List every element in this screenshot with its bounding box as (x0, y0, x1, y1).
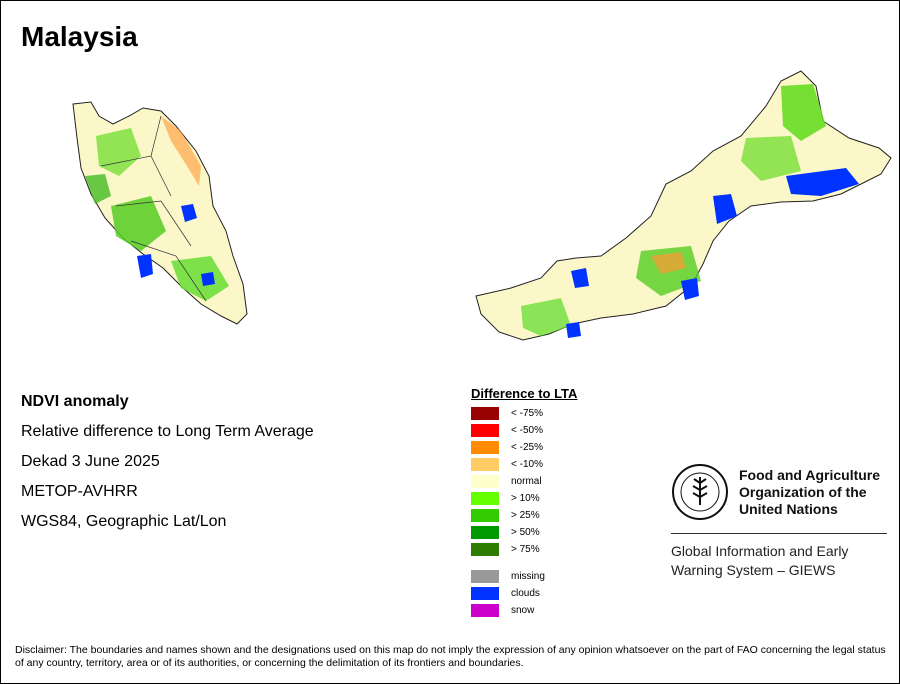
neg-anomaly-sarawak (651, 252, 686, 274)
cloud-patch-sarawak-4 (566, 322, 581, 338)
legend-swatch (471, 604, 499, 617)
legend-label: normal (511, 476, 542, 487)
legend-swatch (471, 587, 499, 600)
legend-label: > 25% (511, 510, 540, 521)
legend-item: > 25% (471, 507, 577, 524)
legend-item: < -25% (471, 439, 577, 456)
fao-name-line1: Food and Agriculture (739, 466, 881, 483)
legend-swatch (471, 509, 499, 522)
fao-divider (671, 533, 887, 534)
legend-label: > 50% (511, 527, 540, 538)
legend-label: < -50% (511, 425, 543, 436)
fao-name: Food and Agriculture Organization of the… (739, 467, 880, 518)
legend-item: clouds (471, 585, 577, 602)
map-area (1, 56, 899, 356)
legend-swatch (471, 543, 499, 556)
fao-logo-icon (672, 464, 728, 520)
giews-line1: Global Information and Early (671, 543, 849, 559)
veg-patch-south (171, 256, 229, 301)
legend-label: clouds (511, 588, 540, 599)
legend: Difference to LTA < -75% < -50% < -25% <… (471, 386, 577, 619)
time-period: Dekad 3 June 2025 (21, 453, 160, 470)
product-name: NDVI anomaly (21, 393, 129, 410)
fao-branding: Food and Agriculture Organization of the… (671, 463, 891, 580)
legend-label: > 75% (511, 544, 540, 555)
legend-label: missing (511, 571, 545, 582)
legend-item: missing (471, 568, 577, 585)
cloud-patch-sarawak-1 (713, 194, 737, 224)
legend-item: < -10% (471, 456, 577, 473)
legend-item: < -75% (471, 405, 577, 422)
legend-title: Difference to LTA (471, 386, 578, 401)
state-borders (100, 115, 207, 302)
cloud-patch-sarawak-2 (681, 278, 699, 300)
veg-patch-west (85, 174, 111, 204)
giews-line2: Warning System – GIEWS (671, 562, 836, 578)
veg-patch-sabah-north (781, 84, 826, 141)
sensor-name: METOP-AVHRR (21, 483, 138, 500)
legend-swatch (471, 570, 499, 583)
giews-name: Global Information and Early Warning Sys… (671, 542, 891, 580)
neg-anomaly-east (161, 116, 201, 186)
veg-patch-sarawak-west (521, 298, 571, 336)
veg-patch-central (111, 196, 166, 251)
map-svg (72, 70, 892, 341)
fao-name-line3: United Nations (739, 500, 838, 517)
legend-item: > 10% (471, 490, 577, 507)
cloud-patch-2 (137, 254, 153, 278)
fao-name-line2: Organization of the (739, 483, 867, 500)
cloud-patch-1 (181, 204, 197, 222)
legend-swatch (471, 407, 499, 420)
legend-item: > 75% (471, 541, 577, 558)
legend-swatch (471, 526, 499, 539)
legend-swatch (471, 492, 499, 505)
map-title: Malaysia (21, 21, 138, 52)
legend-swatch (471, 458, 499, 471)
legend-label: < -75% (511, 408, 543, 419)
legend-item: normal (471, 473, 577, 490)
peninsular-malaysia (72, 101, 248, 325)
legend-swatch (471, 424, 499, 437)
legend-gap (471, 558, 577, 568)
legend-label: < -25% (511, 442, 543, 453)
legend-swatch (471, 441, 499, 454)
veg-patch-north (96, 128, 141, 176)
map-info: NDVI anomaly Relative difference to Long… (21, 391, 314, 541)
veg-patch-sabah-central (741, 136, 801, 181)
legend-item: < -50% (471, 422, 577, 439)
legend-swatch (471, 475, 499, 488)
cloud-patch-sarawak-3 (571, 268, 589, 288)
fao-header: Food and Agriculture Organization of the… (671, 463, 891, 521)
legend-label: > 10% (511, 493, 540, 504)
disclaimer: Disclaimer: The boundaries and names sho… (15, 644, 886, 669)
cloud-patch-sabah (786, 168, 859, 196)
legend-label: snow (511, 605, 535, 616)
product-description: Relative difference to Long Term Average (21, 423, 314, 440)
legend-item: snow (471, 602, 577, 619)
legend-item: > 50% (471, 524, 577, 541)
legend-label: < -10% (511, 459, 543, 470)
cloud-patch-3 (201, 272, 215, 286)
malaysian-borneo (475, 70, 892, 341)
projection-name: WGS84, Geographic Lat/Lon (21, 513, 227, 530)
borneo-landmass (475, 70, 892, 341)
